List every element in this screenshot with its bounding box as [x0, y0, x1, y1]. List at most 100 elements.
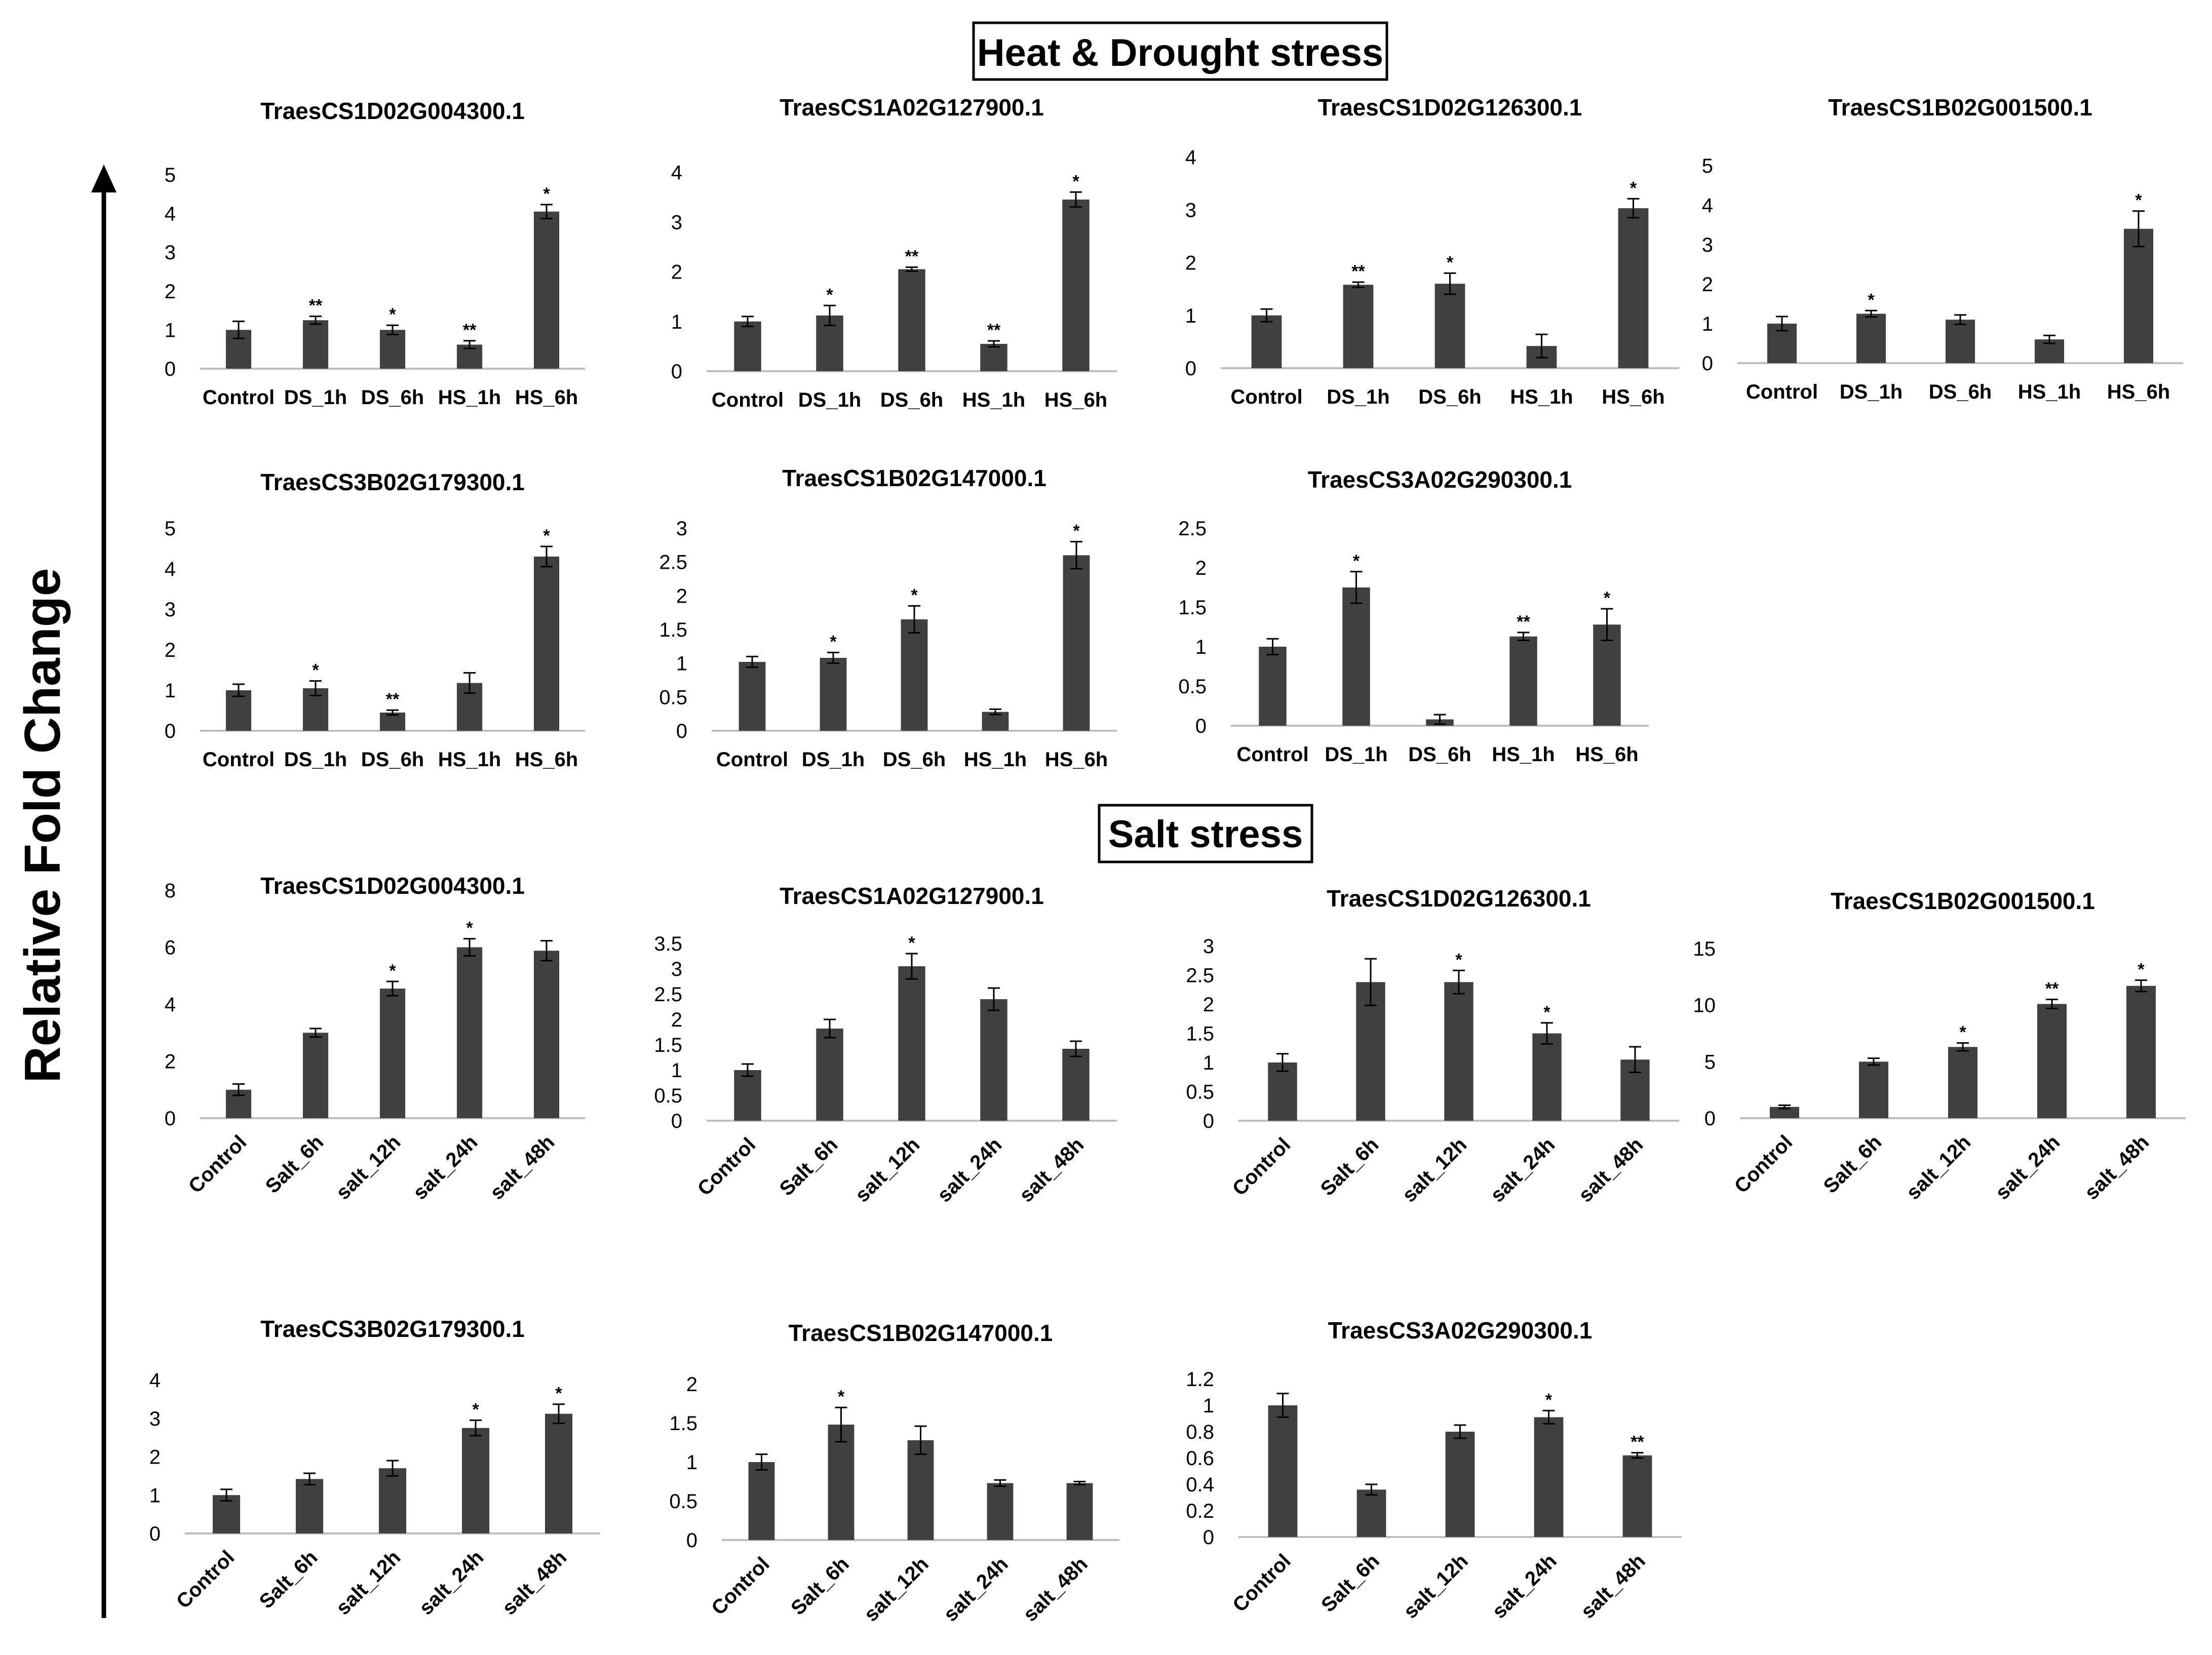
bar [734, 321, 761, 371]
y-tick-label: 0 [671, 1110, 682, 1132]
x-tick-label: HS_1h [438, 386, 501, 409]
x-tick-label: HS_1h [962, 389, 1026, 411]
x-tick-label: Control [707, 1553, 774, 1620]
x-tick-label: DS_1h [1840, 381, 1903, 403]
y-tick-label: 1 [686, 1451, 697, 1474]
bar [816, 1029, 843, 1121]
y-tick-label: 1 [671, 1059, 682, 1082]
significance-label: ** [2045, 979, 2059, 999]
y-tick-label: 2 [676, 585, 687, 607]
bar [1063, 555, 1090, 731]
x-tick-label: salt_48h [1577, 1550, 1650, 1623]
y-tick-label: 1 [671, 311, 682, 333]
chart-title: TraesCS3A02G290300.1 [1308, 466, 1572, 493]
significance-label: * [826, 285, 833, 304]
bar [2123, 228, 2154, 363]
bar [828, 1425, 855, 1540]
y-tick-label: 1 [676, 653, 687, 675]
y-tick-label: 4 [165, 994, 176, 1016]
y-tick-label: 2 [165, 639, 176, 661]
y-tick-label: 0.5 [659, 686, 687, 708]
x-tick-label: salt_24h [409, 1131, 482, 1204]
x-tick-label: Salt_6h [255, 1546, 322, 1613]
significance-label: * [543, 526, 550, 545]
y-tick-label: 1.5 [1186, 1023, 1214, 1045]
y-tick-label: 5 [1702, 155, 1713, 177]
y-tick-label: 0 [686, 1529, 697, 1552]
x-tick-label: salt_24h [1488, 1550, 1561, 1623]
y-tick-label: 0.6 [1186, 1447, 1214, 1470]
bar [980, 343, 1007, 371]
bar [295, 1479, 324, 1533]
y-tick-label: 2 [149, 1446, 161, 1469]
significance-label: * [389, 961, 396, 980]
bar [533, 557, 560, 731]
bar [987, 1483, 1014, 1540]
significance-label: * [1073, 522, 1080, 541]
significance-label: ** [309, 296, 323, 316]
x-tick-label: HS_1h [1492, 743, 1555, 766]
y-tick-label: 1 [165, 680, 176, 702]
significance-label: * [908, 933, 915, 953]
bar [1356, 1489, 1386, 1537]
y-tick-label: 4 [165, 558, 176, 580]
x-tick-label: DS_6h [361, 386, 424, 409]
chart-panel-2: TraesCS1A02G127900.101234Control*DS_1h**… [671, 94, 1117, 411]
significance-label: ** [1631, 1433, 1644, 1452]
y-tick-label: 0.2 [1186, 1500, 1214, 1522]
y-tick-label: 2.5 [659, 551, 687, 574]
y-tick-label: 5 [165, 518, 176, 540]
chart-title: TraesCS3A02G290300.1 [1328, 1317, 1593, 1344]
x-tick-label: HS_6h [1045, 748, 1108, 771]
x-tick-label: DS_1h [1325, 743, 1388, 766]
bar [533, 951, 560, 1118]
x-tick-label: Control [1230, 386, 1302, 408]
chart-panel-5: TraesCS3B02G179300.1 0 1 2 3 4 5 Control * DS_1h *… [165, 469, 585, 771]
x-tick-label: salt_48h [486, 1131, 559, 1204]
x-tick-label: salt_12h [1400, 1550, 1472, 1623]
significance-label: * [555, 1384, 562, 1403]
chart-title: TraesCS3B02G179300.1 [260, 1316, 525, 1342]
y-tick-label: 2 [165, 1051, 176, 1073]
significance-label: * [838, 1387, 845, 1406]
x-tick-label: DS_6h [1929, 381, 1992, 403]
y-tick-label: 0.4 [1186, 1474, 1214, 1496]
bar [2037, 1004, 2067, 1118]
x-tick-label: salt_48h [1015, 1133, 1088, 1206]
y-tick-label: 1 [1702, 313, 1713, 335]
y-tick-label: 3 [149, 1408, 161, 1430]
x-tick-label: HS_1h [1510, 386, 1573, 408]
x-tick-label: Control [1228, 1550, 1295, 1617]
x-tick-label: DS_6h [1408, 743, 1471, 766]
y-tick-label: 0 [165, 1108, 176, 1130]
x-tick-label: Control [1236, 743, 1308, 766]
y-tick-label: 2.5 [1186, 965, 1214, 987]
x-tick-label: salt_12h [1398, 1133, 1471, 1206]
y-tick-label: 0.8 [1186, 1421, 1214, 1443]
y-tick-label: 1 [165, 319, 176, 341]
x-tick-label: DS_6h [883, 748, 946, 771]
x-tick-label: Control [203, 748, 275, 771]
bar [1259, 647, 1287, 726]
bar [1509, 636, 1537, 726]
y-tick-label: 1.5 [1178, 597, 1207, 619]
chart-title: TraesCS1D02G004300.1 [260, 873, 525, 899]
y-tick-label: 2.5 [654, 983, 682, 1006]
bar [1062, 200, 1090, 371]
x-tick-label: Salt_6h [775, 1133, 842, 1200]
y-tick-label: 2 [1702, 273, 1713, 296]
chart-panel-7: TraesCS3A02G290300.1 0 0.5 1 1.5 2 2.5 Control *… [1178, 466, 1649, 766]
y-tick-label: 0 [1195, 715, 1207, 737]
y-tick-label: 1 [1195, 636, 1207, 658]
chart-panel-11: TraesCS1B02G001500.1 0 5 10 15 Control Salt_6h… [1693, 888, 2186, 1204]
significance-label: * [466, 919, 473, 938]
y-tick-label: 8 [165, 880, 176, 902]
y-tick-label: 0 [676, 720, 687, 742]
significance-label: * [1959, 1022, 1966, 1042]
bar [734, 1070, 761, 1121]
y-tick-label: 1.5 [654, 1034, 682, 1056]
bar [302, 1033, 329, 1118]
x-tick-label: HS_6h [1575, 743, 1639, 766]
x-tick-label: Control [172, 1546, 239, 1613]
bar [739, 662, 766, 731]
